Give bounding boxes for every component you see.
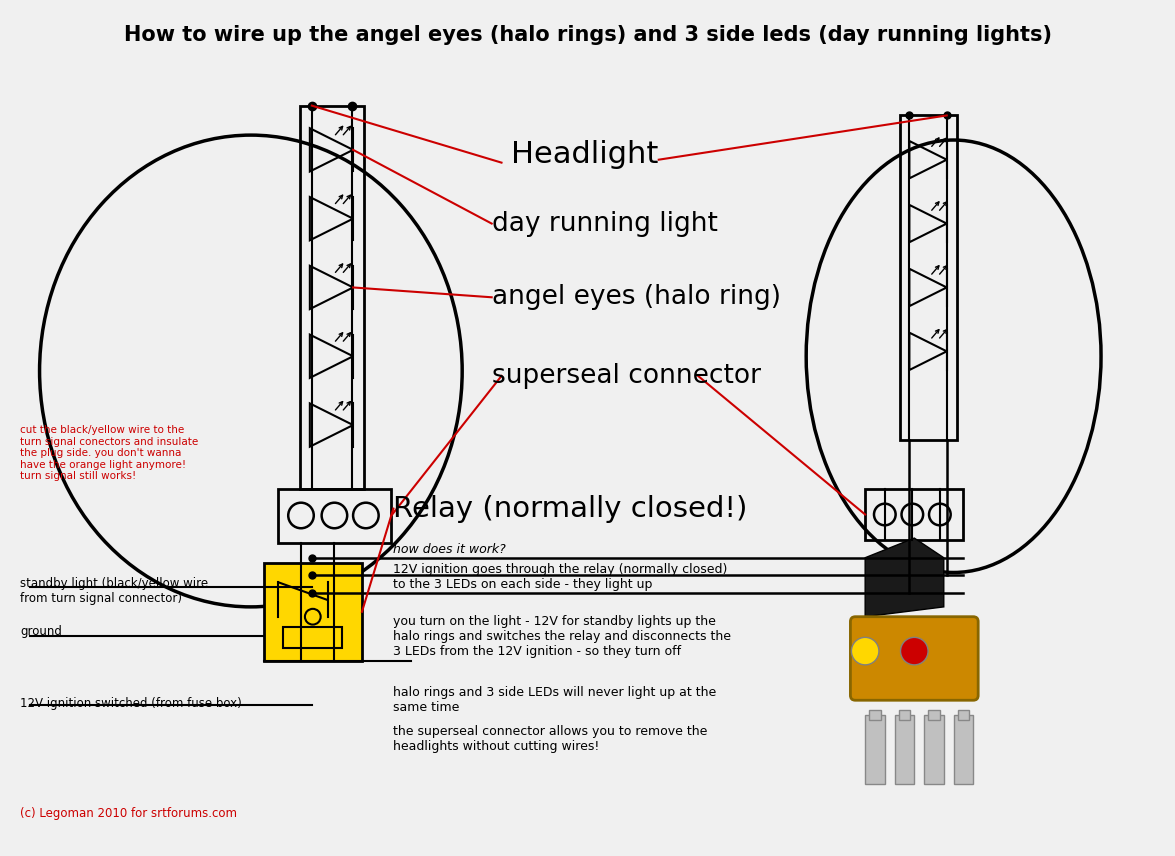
Text: angel eyes (halo ring): angel eyes (halo ring) xyxy=(491,284,780,310)
Text: the superseal connector allows you to remove the
headlights without cutting wire: the superseal connector allows you to re… xyxy=(394,725,707,752)
Circle shape xyxy=(852,638,879,665)
Bar xyxy=(899,710,911,720)
Circle shape xyxy=(900,638,928,665)
Text: 12V ignition goes through the relay (normally closed)
to the 3 LEDs on each side: 12V ignition goes through the relay (nor… xyxy=(394,562,727,591)
Text: How to wire up the angel eyes (halo rings) and 3 side leds (day running lights): How to wire up the angel eyes (halo ring… xyxy=(123,25,1052,45)
Text: Headlight: Headlight xyxy=(511,140,659,169)
Polygon shape xyxy=(865,538,944,616)
Bar xyxy=(278,489,391,543)
Text: 12V ignition switched (from fuse box): 12V ignition switched (from fuse box) xyxy=(20,697,242,710)
Text: superseal connector: superseal connector xyxy=(491,363,760,389)
Bar xyxy=(283,627,342,648)
Text: (c) Legoman 2010 for srtforums.com: (c) Legoman 2010 for srtforums.com xyxy=(20,806,237,820)
Bar xyxy=(300,105,364,489)
Bar xyxy=(870,710,881,720)
Bar xyxy=(865,715,885,784)
Text: cut the black/yellow wire to the
turn signal conectors and insulate
the plug sid: cut the black/yellow wire to the turn si… xyxy=(20,425,199,481)
Text: halo rings and 3 side LEDs will never light up at the
same time: halo rings and 3 side LEDs will never li… xyxy=(394,686,717,714)
Bar xyxy=(954,715,973,784)
Text: day running light: day running light xyxy=(491,211,718,236)
Bar xyxy=(924,715,944,784)
Text: standby light (black/yellow wire
from turn signal connector): standby light (black/yellow wire from tu… xyxy=(20,578,208,605)
Bar xyxy=(865,489,963,540)
Text: you turn on the light - 12V for standby lights up the
halo rings and switches th: you turn on the light - 12V for standby … xyxy=(394,615,731,657)
Text: ground: ground xyxy=(20,625,62,638)
Bar xyxy=(900,116,956,440)
FancyBboxPatch shape xyxy=(851,616,978,700)
Bar xyxy=(958,710,969,720)
Text: Relay (normally closed!): Relay (normally closed!) xyxy=(394,495,747,523)
Bar xyxy=(263,562,362,661)
Bar xyxy=(894,715,914,784)
Text: how does it work?: how does it work? xyxy=(394,543,506,556)
Bar xyxy=(928,710,940,720)
